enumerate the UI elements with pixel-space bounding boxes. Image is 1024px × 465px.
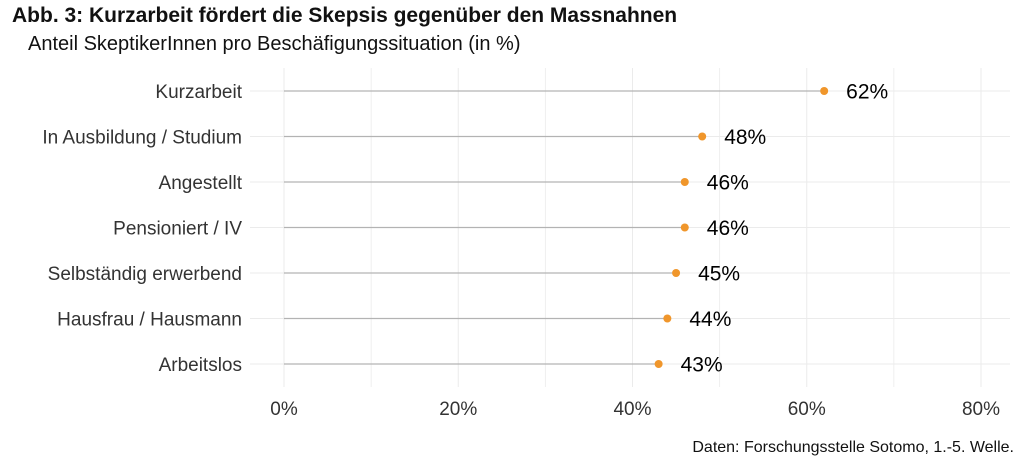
- data-point: [680, 223, 689, 232]
- data-label: 46%: [707, 172, 749, 195]
- data-label: 45%: [698, 263, 740, 286]
- category-label: Arbeitslos: [159, 355, 242, 376]
- axis-layer: Kurzarbeit In Ausbildung / Studium Angeste…: [42, 82, 1000, 420]
- segment-layer: [284, 90, 825, 365]
- data-point: [680, 178, 689, 186]
- chart-subtitle: Anteil SkeptikerInnen pro Beschäfigungss…: [28, 33, 521, 55]
- data-label: 48%: [724, 126, 766, 149]
- chart-title: Abb. 3: Kurzarbeit fördert die Skepsis g…: [12, 4, 678, 27]
- data-point: [663, 314, 672, 323]
- category-label: Kurzarbeit: [155, 82, 242, 103]
- category-label: Selbständig erwerbend: [48, 264, 242, 285]
- x-tick-label: 60%: [788, 399, 826, 420]
- chart-caption: Daten: Forschungsstelle Sotomo, 1.-5. We…: [692, 439, 1014, 456]
- data-point: [820, 87, 829, 95]
- data-label: 44%: [689, 308, 731, 331]
- x-tick-label: 40%: [613, 399, 651, 420]
- category-label: Hausfrau / Hausmann: [57, 310, 242, 331]
- category-label: In Ausbildung / Studium: [42, 128, 242, 149]
- data-point: [672, 269, 681, 277]
- point-layer: [654, 87, 829, 368]
- x-tick-label: 0%: [270, 399, 298, 420]
- x-tick-label: 80%: [962, 399, 1000, 420]
- data-label: 46%: [707, 217, 749, 240]
- x-tick-label: 20%: [439, 399, 477, 420]
- category-label: Angestellt: [159, 173, 243, 194]
- label-layer: 62% 48% 46% 46% 45% 44% 43%: [681, 81, 889, 377]
- data-point: [698, 132, 707, 141]
- category-label: Pensioniert / IV: [113, 219, 242, 240]
- data-point: [654, 360, 663, 368]
- data-label: 62%: [846, 81, 888, 104]
- data-label: 43%: [681, 354, 723, 377]
